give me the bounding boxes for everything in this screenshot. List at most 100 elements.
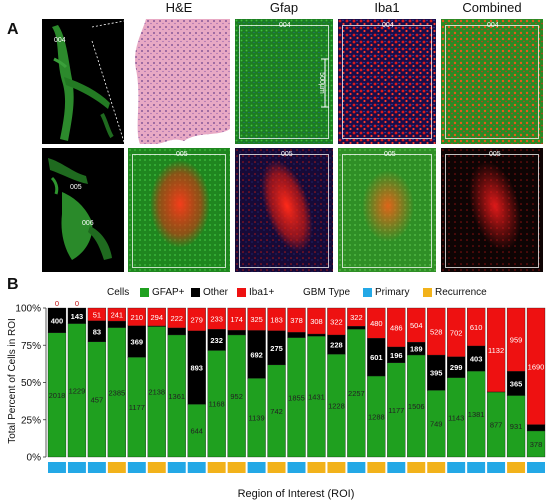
bar-segment-gfap [407, 354, 426, 458]
bar-value-label: 1855 [288, 393, 305, 402]
legend-label-recurrence: Recurrence [435, 287, 487, 298]
x-axis-title: Region of Interest (ROI) [238, 488, 355, 500]
tile-label: 005 [281, 151, 293, 158]
gbm-type-cell [407, 462, 426, 473]
bar-segment-gfap [467, 370, 486, 458]
bar-segment-gfap [67, 323, 87, 458]
gbm-type-cell [447, 462, 466, 473]
bar-value-label: 742 [270, 407, 283, 416]
bar-value-label: 395 [430, 369, 443, 378]
bar-segment-gfap [287, 337, 306, 458]
bar-value-label: 1168 [209, 400, 225, 409]
overview-roi-label: 004 [54, 37, 66, 44]
bar-value-label: 1177 [129, 403, 145, 412]
combined-image-row2: 005 [441, 148, 543, 272]
bar-value-label: 692 [250, 350, 263, 359]
bar-segment-other [526, 424, 546, 432]
bar-segment-other [407, 342, 426, 356]
gbm-type-cell [507, 462, 526, 473]
bar-segment-gfap [447, 377, 466, 458]
bar-value-label: 81 [292, 323, 300, 332]
column-title-gfap: Gfap [269, 0, 299, 15]
bar-value-label: 702 [450, 328, 463, 337]
bar-segment-iba1 [207, 307, 226, 330]
bar-value-label: 241 [111, 311, 124, 320]
gbm-type-cell [48, 462, 66, 473]
bar-segment-gfap [347, 328, 366, 458]
gbm-type-cell [107, 462, 126, 473]
legend-swatch-primary [363, 288, 372, 297]
bar-segment-gfap [327, 353, 346, 458]
bar-value-label: 1361 [168, 392, 185, 401]
bar-value-label: 36 [232, 321, 240, 330]
y-tick-label: 100% [15, 304, 41, 315]
bar-segment-gfap [267, 364, 286, 458]
bar-segment-other [227, 330, 246, 336]
bar-value-label: 1431 [308, 393, 325, 402]
bar-segment-iba1 [227, 307, 246, 331]
gbm-type-cell [227, 462, 246, 473]
gbm-type-cell [487, 462, 506, 473]
bar-value-label: 644 [190, 427, 203, 436]
gbm-type-cell [367, 462, 386, 473]
bar-segment-iba1 [427, 307, 446, 356]
bar-value-label: 0 [75, 299, 79, 308]
bar-segment-other [506, 371, 526, 396]
bar-value-label: 1132 [488, 346, 504, 355]
scale-bar [321, 58, 329, 108]
bar-segment-gfap [187, 404, 206, 458]
bar-segment-other [347, 326, 366, 330]
bar-value-label: 279 [190, 315, 203, 324]
bar-value-label: 119 [111, 312, 123, 321]
bar-value-label: 365 [510, 379, 523, 388]
bar-value-label: 369 [131, 337, 144, 346]
bar-value-label: 931 [510, 422, 523, 431]
legend-label-gfap: GFAP+ [152, 287, 185, 298]
bar-segment-other [207, 329, 226, 351]
column-title-combined: Combined [462, 0, 522, 15]
bar-segment-gfap [307, 335, 326, 458]
bar-value-label: 275 [270, 344, 283, 353]
bar-value-label: 877 [490, 420, 503, 429]
bar-value-label: 189 [410, 345, 423, 354]
scale-bar-label: 500µm [318, 72, 325, 94]
bar-value-label: 486 [390, 323, 403, 332]
bar-segment-gfap [127, 356, 146, 458]
gbm-type-cell [287, 462, 306, 473]
bar-segment-other [427, 354, 446, 391]
bar-value-label: 480 [370, 319, 383, 328]
iba1-image-row2: 005 [338, 148, 436, 272]
legend-label-other: Other [203, 287, 229, 298]
legend-swatch-recurrence [423, 288, 432, 297]
panel-a-letter: A [7, 21, 19, 38]
bar-segment-iba1 [407, 307, 426, 343]
panel-b-letter: B [7, 276, 19, 293]
column-title-iba1: Iba1 [374, 0, 400, 15]
gfap-image-row1: 004 500µm [235, 19, 333, 144]
bar-segment-gfap [107, 327, 126, 458]
bar-value-label: 308 [310, 317, 323, 326]
bar-value-label: 83 [93, 327, 101, 336]
bar-value-label: 1 [494, 383, 498, 392]
bar-value-label: 78 [173, 319, 181, 328]
overview-tissue-row1 [42, 19, 124, 144]
bar-segment-other [187, 330, 206, 405]
bar-value-label: 183 [270, 315, 283, 324]
gbm-type-cell [187, 462, 206, 473]
gbm-type-cell [247, 462, 266, 473]
combined-tissue-row2 [338, 148, 436, 272]
y-tick-label: 0% [27, 453, 42, 464]
gbm-type-cell [207, 462, 226, 473]
bar-value-label: 378 [290, 316, 303, 325]
legend-swatch-iba1 [237, 288, 246, 297]
roi-box [239, 154, 329, 268]
gbm-type-cell [347, 462, 366, 473]
bar-value-label: 232 [210, 336, 223, 345]
gbm-type-cell [527, 462, 545, 473]
bar-value-label: 228 [330, 341, 343, 350]
bar-value-label: 24 [312, 325, 321, 334]
bar-segment-gfap [427, 390, 446, 458]
bar-segment-gfap [367, 375, 386, 458]
gbm-type-cell [267, 462, 286, 473]
bar-segment-iba1 [447, 307, 466, 357]
